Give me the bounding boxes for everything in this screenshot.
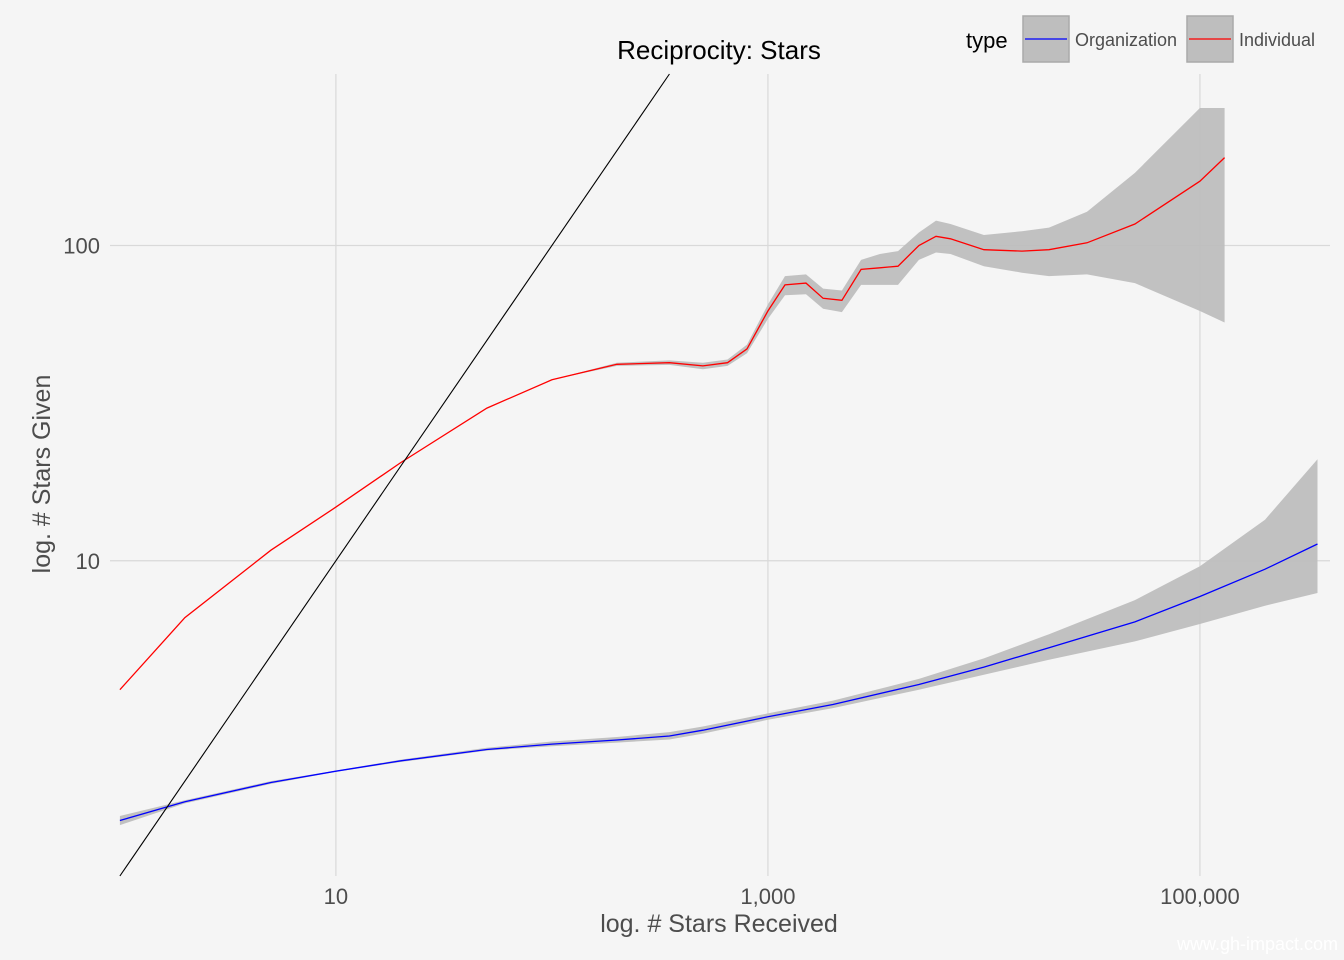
y-axis-title: log. # Stars Given	[28, 375, 56, 574]
confidence-ribbon-organization	[119, 459, 1318, 826]
watermark: www.gh-impact.com	[1176, 934, 1338, 954]
series-lines	[119, 157, 1318, 822]
legend: type Organization Individual	[966, 15, 1315, 63]
legend-title: type	[966, 28, 1008, 53]
y-tick-label: 10	[76, 549, 100, 574]
x-axis-title: log. # Stars Received	[600, 910, 838, 938]
x-tick-label: 100,000	[1160, 884, 1240, 909]
legend-items: Organization Individual	[1022, 15, 1315, 63]
x-tick-label: 1,000	[740, 884, 795, 909]
confidence-ribbons	[119, 108, 1318, 826]
chart-title: Reciprocity: Stars	[617, 35, 821, 65]
legend-label-organization: Organization	[1075, 30, 1177, 50]
x-tick-labels: 10 1,000 100,000	[324, 884, 1240, 909]
x-tick-label: 10	[324, 884, 348, 909]
identity-line	[119, 73, 670, 877]
series-line-individual	[119, 157, 1226, 691]
reference-line	[119, 73, 670, 877]
legend-label-individual: Individual	[1239, 30, 1315, 50]
y-tick-labels: 10 100	[63, 234, 100, 574]
series-line-organization	[119, 543, 1318, 822]
confidence-ribbon-individual	[119, 108, 1225, 690]
y-tick-label: 100	[63, 234, 100, 259]
